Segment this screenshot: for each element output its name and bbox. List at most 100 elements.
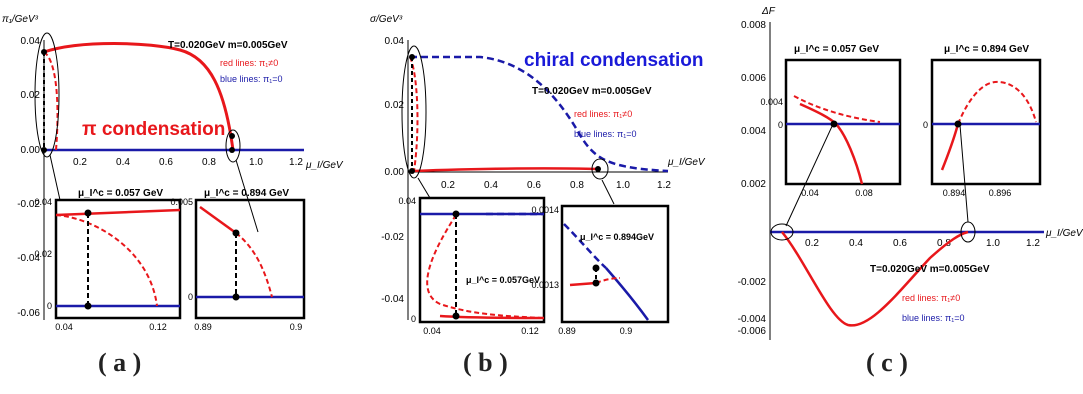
transition-point: [232, 229, 240, 237]
panel-c-ylabel: ΔF: [761, 6, 776, 17]
inset-title: μ_I^c = 0.894GeV: [580, 232, 654, 242]
inset-frame: [418, 196, 546, 324]
ytick-label: 0.00: [385, 167, 405, 178]
legend-blue: blue lines: π₁=0: [902, 313, 965, 323]
inset-xtick: 0.12: [149, 322, 167, 332]
zoom-ellipse: [401, 45, 427, 179]
inset-ytick: 0.04: [398, 196, 416, 206]
blue-dashed-line: [563, 223, 607, 269]
zoom-ellipse: [770, 223, 794, 241]
xtick-label: 0.8: [570, 180, 584, 191]
ytick-label: -0.02: [17, 199, 40, 210]
inset-frame: [560, 204, 670, 324]
inset-xtick: 0.89: [194, 322, 212, 332]
inset-ytick: 0: [923, 120, 928, 130]
inset-title: μ_I^c = 0.057 GeV: [794, 44, 879, 55]
ytick-label: -0.006: [738, 326, 767, 337]
ytick-label: -0.002: [738, 277, 767, 288]
blue-line: [605, 267, 650, 321]
inset-title: μ_I^c = 0.894 GeV: [204, 188, 289, 199]
red-dashed-line: [409, 56, 419, 172]
xtick-label: 0.6: [893, 238, 907, 249]
panel-a-legend: T=0.020GeV m=0.005GeV red lines: π₁≠0 bl…: [168, 40, 288, 84]
transition-point: [954, 120, 962, 128]
ytick-label: -0.02: [381, 232, 404, 243]
panel-a-xlabel: μ_I/GeV: [305, 160, 344, 171]
panel-b-big-label: chiral condensation: [524, 50, 703, 71]
xtick-label: 1.0: [249, 157, 263, 168]
xtick-label: 1.2: [657, 180, 671, 191]
red-dashed-line: [235, 232, 273, 298]
panel-b: σ/GeV³ μ_I/GeV 0.2 0.4 0.6 0.8 1.0 1.2 0…: [370, 14, 706, 336]
xtick-label: 0.4: [484, 180, 498, 191]
ytick-label: -0.004: [738, 314, 767, 325]
inset-title: μ_I^c = 0.894 GeV: [944, 44, 1029, 55]
xtick-label: 0.8: [202, 157, 216, 168]
ytick-label: 0.00: [21, 145, 41, 156]
panel-c: ΔF μ_I/GeV 0.2 0.4 0.6 0.8 1.0 1.2 0.008…: [738, 6, 1083, 340]
red-dashed-line: [43, 51, 59, 151]
legend-red: red lines: π₁≠0: [220, 58, 278, 68]
ytick-label: -0.06: [17, 308, 40, 319]
transition-point: [595, 166, 601, 172]
inset-ytick: 0.04: [34, 197, 52, 207]
legend-params: T=0.020GeV m=0.005GeV: [168, 40, 288, 51]
xtick-label: 0.2: [805, 238, 819, 249]
ytick-label: 0.04: [385, 36, 405, 47]
zoom-arrow: [959, 124, 969, 223]
zoom-arrow: [49, 154, 61, 201]
panel-a-ylabel: π₁/GeV³: [2, 14, 39, 25]
inset-ytick: 0.0014: [531, 205, 559, 215]
panel-b-yticks: 0.04 0.02 0.00 -0.02 -0.04: [381, 36, 404, 305]
legend-red: red lines: π₁≠0: [902, 293, 960, 303]
panel-a-inset-1: μ_I^c = 0.057 GeV 0.04 0.02 0 0.04 0.12: [34, 188, 182, 332]
caption-c: ( c ): [866, 348, 908, 377]
panel-b-inset-1: μ_I^c = 0.057GeV 0.04 0 0.04 0.12: [398, 196, 546, 336]
ytick-label: -0.04: [381, 294, 404, 305]
zoom-ellipse: [34, 32, 60, 158]
inset-ytick: 0.0013: [531, 280, 559, 290]
panel-c-yticks: 0.008 0.006 0.004 0.002 -0.002 -0.004 -0…: [738, 20, 767, 337]
inset-ytick: 0: [778, 120, 783, 130]
ytick-label: 0.002: [741, 179, 766, 190]
inset-title: μ_I^c = 0.057 GeV: [78, 188, 163, 199]
zoom-ellipse: [591, 158, 609, 180]
panel-a-inset-2: μ_I^c = 0.894 GeV 0.005 0 0.89 0.9: [170, 188, 306, 332]
inset-ytick: 0: [411, 314, 416, 324]
panel-c-inset-2: μ_I^c = 0.894 GeV 0 0.894 0.896: [923, 44, 1042, 198]
red-line: [569, 281, 597, 287]
panel-a-xticks: 0.2 0.4 0.6 0.8 1.0 1.2: [73, 157, 303, 168]
red-line: [439, 314, 545, 320]
panel-c-xticks: 0.2 0.4 0.6 0.8 1.0 1.2: [805, 238, 1040, 249]
ytick-label: 0.004: [741, 126, 766, 137]
ytick-label: 0.02: [385, 100, 405, 111]
ytick-label: 0.02: [21, 90, 41, 101]
inset-frame: [54, 198, 182, 320]
inset-xtick: 0.894: [943, 188, 966, 198]
zoom-arrow: [785, 121, 835, 227]
transition-point: [232, 293, 240, 301]
xtick-label: 0.4: [849, 238, 863, 249]
panel-b-ylabel: σ/GeV³: [370, 14, 403, 25]
inset-ytick: 0.005: [170, 197, 193, 207]
legend-params: T=0.020GeV m=0.005GeV: [870, 264, 990, 275]
inset-xtick: 0.896: [989, 188, 1012, 198]
panel-a-yticks: 0.04 0.02 0.00 -0.02 -0.04 -0.06: [17, 36, 40, 319]
ytick-label: 0.006: [741, 73, 766, 84]
blue-dashed-line: [410, 55, 669, 173]
inset-xtick: 0.04: [801, 188, 819, 198]
red-dashed-line: [957, 80, 1037, 125]
inset-frame: [194, 198, 306, 320]
panel-b-inset-2: μ_I^c = 0.894GeV 0.0014 0.0013 0.89 0.9: [531, 204, 670, 336]
zoom-arrow: [235, 159, 259, 233]
transition-point: [452, 312, 460, 320]
xtick-label: 0.8: [937, 238, 951, 249]
inset-xtick: 0.08: [855, 188, 873, 198]
inset-xtick: 0.89: [558, 326, 576, 336]
transition-point: [41, 49, 47, 55]
inset-xtick: 0.04: [423, 326, 441, 336]
transition-point: [229, 147, 235, 153]
inset-xtick: 0.9: [620, 326, 633, 336]
legend-params: T=0.020GeV m=0.005GeV: [532, 86, 652, 97]
legend-red: red lines: π₁≠0: [574, 109, 632, 119]
